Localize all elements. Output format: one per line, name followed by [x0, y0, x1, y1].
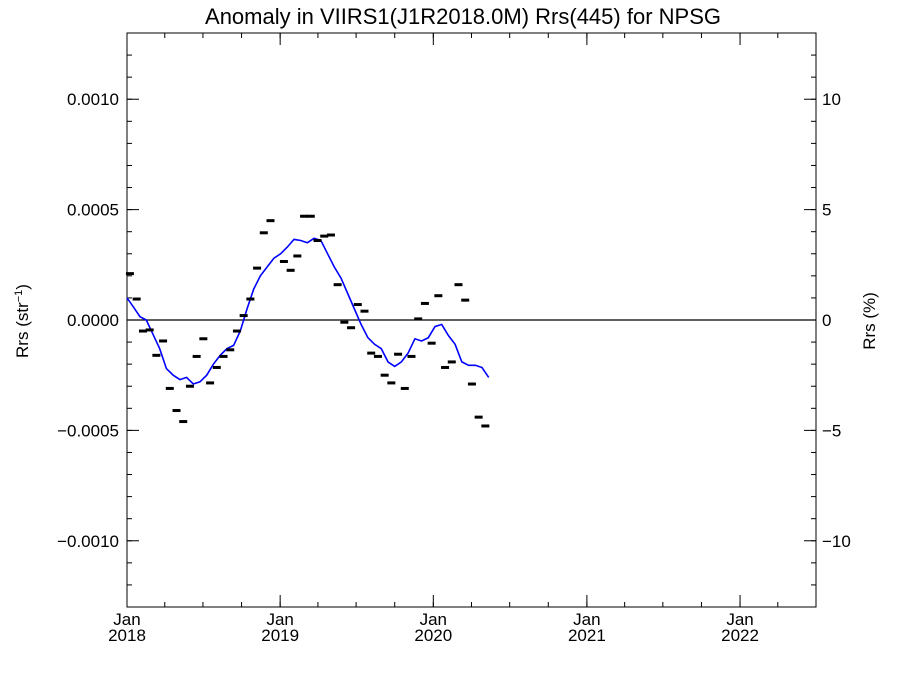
y-left-tick-label: 0.0010: [67, 90, 119, 109]
anomaly-marker: [407, 354, 416, 358]
anomaly-marker: [300, 214, 309, 218]
x-tick-year: 2021: [568, 626, 606, 645]
anomaly-marker: [333, 283, 342, 287]
anomaly-marker: [125, 272, 134, 276]
anomaly-marker: [212, 365, 221, 369]
x-tick-year: 2022: [721, 626, 759, 645]
anomaly-marker: [259, 231, 268, 235]
anomaly-marker: [394, 352, 403, 356]
y-left-tick-label: −0.0005: [57, 421, 119, 440]
anomaly-marker: [313, 239, 322, 243]
smoothed-anomaly-line: [126, 237, 490, 385]
anomaly-marker: [279, 259, 288, 263]
x-tick-month: Jan: [266, 610, 293, 629]
y-axis-right-label: Rrs (%): [860, 292, 879, 350]
anomaly-marker: [159, 339, 168, 343]
anomaly-markers: [125, 214, 490, 428]
anomaly-marker: [461, 298, 470, 302]
x-tick-year: 2020: [414, 626, 452, 645]
y-right-tick-label: −5: [822, 421, 841, 440]
anomaly-marker: [152, 353, 161, 357]
anomaly-marker: [441, 365, 450, 369]
x-tick-month: Jan: [420, 610, 447, 629]
anomaly-marker: [414, 317, 423, 321]
y-axis-right-tick-labels: 10 5 0 −5 −10: [822, 90, 851, 551]
anomaly-marker: [226, 348, 235, 352]
x-tick-month: Jan: [113, 610, 140, 629]
anomaly-trend-line: [126, 237, 490, 385]
anomaly-marker: [367, 351, 376, 355]
y-right-tick-label: 0: [822, 311, 831, 330]
anomaly-marker: [206, 381, 215, 385]
x-tick-year: 2019: [261, 626, 299, 645]
anomaly-marker: [232, 329, 241, 333]
y-right-tick-label: −10: [822, 532, 851, 551]
x-tick-month: Jan: [573, 610, 600, 629]
y-right-tick-label: 10: [822, 90, 841, 109]
anomaly-marker: [434, 294, 443, 298]
anomaly-marker: [179, 420, 188, 424]
anomaly-marker: [293, 254, 302, 258]
anomaly-marker: [474, 415, 483, 419]
x-tick-month: Jan: [726, 610, 753, 629]
y-axis-left-label: Rrs (str−1): [13, 284, 32, 358]
anomaly-marker: [138, 329, 147, 333]
anomaly-marker: [246, 297, 255, 301]
anomaly-marker: [172, 409, 181, 413]
anomaly-marker: [219, 354, 228, 358]
anomaly-marker: [132, 297, 141, 301]
anomaly-marker: [420, 301, 429, 305]
anomaly-marker: [192, 354, 201, 358]
y-left-tick-label: 0.0005: [67, 201, 119, 220]
anomaly-marker: [253, 266, 262, 270]
anomaly-marker: [447, 360, 456, 364]
anomaly-marker: [427, 341, 436, 345]
anomaly-marker: [320, 234, 329, 238]
anomaly-marker: [380, 373, 389, 377]
anomaly-marker: [481, 424, 490, 428]
anomaly-marker: [454, 283, 463, 287]
anomaly-marker: [145, 328, 154, 332]
anomaly-marker: [360, 309, 369, 313]
anomaly-marker: [326, 233, 335, 237]
anomaly-marker: [340, 320, 349, 324]
anomaly-marker: [239, 314, 248, 318]
anomaly-marker: [266, 219, 275, 223]
anomaly-marker: [347, 326, 356, 330]
anomaly-marker: [165, 386, 174, 390]
anomaly-marker: [306, 214, 315, 218]
anomaly-marker: [286, 268, 295, 272]
y-axis-left-tick-labels: 0.0010 0.0005 0.0000 −0.0005 −0.0010: [57, 90, 119, 551]
anomaly-marker: [185, 384, 194, 388]
y-right-tick-label: 5: [822, 201, 831, 220]
anomaly-marker: [199, 337, 208, 341]
anomaly-marker: [353, 303, 362, 307]
y-left-tick-label: −0.0010: [57, 532, 119, 551]
anomaly-marker: [467, 382, 476, 386]
chart-title: Anomaly in VIIRS1(J1R2018.0M) Rrs(445) f…: [205, 4, 721, 29]
x-tick-year: 2018: [108, 626, 146, 645]
y-left-tick-label: 0.0000: [67, 311, 119, 330]
anomaly-marker: [373, 354, 382, 358]
anomaly-marker: [387, 381, 396, 385]
anomaly-marker: [400, 386, 409, 390]
